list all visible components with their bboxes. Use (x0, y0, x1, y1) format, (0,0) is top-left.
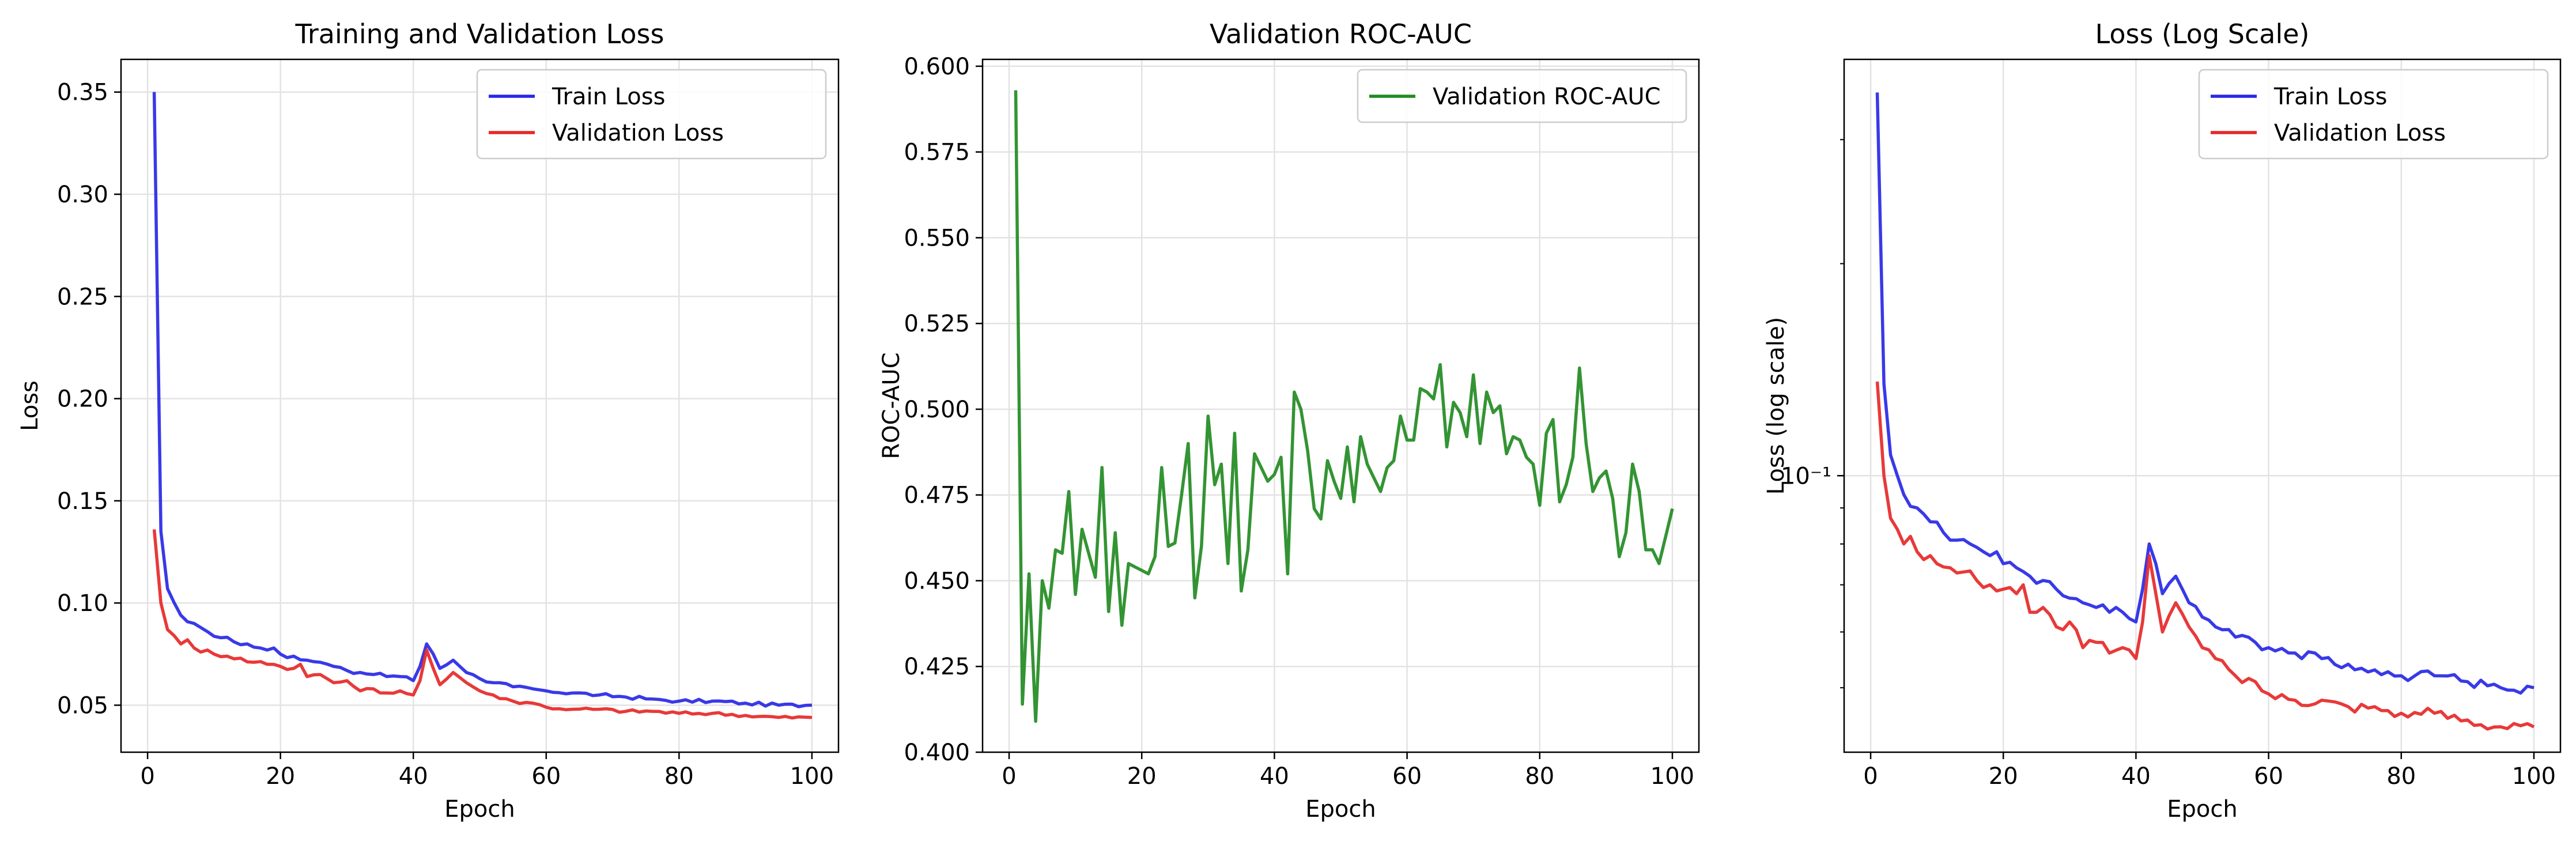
y-tick-label: 0.10 (57, 590, 108, 617)
x-tick-label: 0 (140, 763, 154, 790)
x-axis-label: Epoch (1305, 796, 1376, 823)
series-line-validation-loss (152, 529, 813, 720)
y-tick-label: 0.450 (904, 568, 970, 594)
x-tick-label: 20 (1989, 763, 2018, 790)
y-tick-label: 0.20 (57, 386, 108, 413)
axes-frame (1843, 58, 2562, 753)
x-axis-label: Epoch (444, 796, 515, 823)
x-axis-label: Epoch (2167, 796, 2237, 823)
x-tick-label: 60 (531, 763, 561, 790)
y-axis-label: Loss (log scale) (1763, 317, 1789, 495)
y-tick-label: 0.525 (904, 311, 970, 337)
legend: Train Loss Validation Loss (2198, 69, 2549, 160)
x-tick-label: 20 (1127, 763, 1157, 790)
chart-title: Validation ROC-AUC (1210, 18, 1472, 50)
legend: Train Loss Validation Loss (476, 69, 827, 160)
chart-panel-2: 0 20 40 60 80 100 0.400 0.425 0.450 0.475 0.500 0.5… (878, 18, 1700, 823)
chart-title: Loss (Log Scale) (2095, 18, 2310, 50)
x-tick-label: 60 (2254, 763, 2283, 790)
y-tick-label: 0.400 (904, 740, 970, 766)
x-tick-label: 0 (1863, 763, 1878, 790)
y-tick-label: 10⁻¹ (1781, 463, 1831, 489)
series-line-validation-roc-auc (1014, 90, 1674, 723)
legend-box (1357, 69, 1687, 123)
x-tick-label: 40 (1260, 763, 1289, 790)
legend-box (476, 69, 827, 160)
grid (121, 59, 838, 752)
x-tick-label: 100 (1650, 763, 1694, 790)
chart-title: Training and Validation Loss (295, 18, 664, 50)
chart-panel-1: 0 20 40 60 80 100 0.05 0.10 0.15 0.20 0.25 0.30 0.35… (17, 18, 840, 823)
y-tick-label: 0.15 (57, 488, 108, 515)
y-tick-label: 0.500 (904, 397, 970, 423)
series-line-train-loss (1875, 92, 2535, 695)
legend-label: Train Loss (2273, 84, 2387, 110)
x-tick-label: 60 (1392, 763, 1422, 790)
legend-label: Validation ROC-AUC (1433, 84, 1661, 110)
legend-label: Train Loss (552, 84, 665, 110)
legend-label: Validation Loss (552, 120, 724, 146)
y-tick-label: 0.550 (904, 225, 970, 251)
x-tick-label: 0 (1002, 763, 1016, 790)
axes-frame (120, 58, 840, 753)
x-tick-label: 100 (790, 763, 834, 790)
y-tick-label: 0.600 (904, 54, 970, 80)
y-tick-label: 0.575 (904, 139, 970, 166)
grid (983, 59, 1699, 753)
series-line-train-loss (152, 92, 812, 708)
series-line-validation-loss (1875, 381, 2535, 731)
grid (1844, 59, 2560, 752)
x-tick-label: 20 (266, 763, 295, 790)
axes-frame (981, 58, 1700, 753)
y-tick-label: 0.475 (904, 482, 970, 509)
x-tick-label: 80 (664, 763, 694, 790)
y-axis-label: Loss (17, 380, 43, 431)
y-tick-label: 0.30 (57, 182, 108, 208)
y-axis-label: ROC-AUC (878, 352, 905, 459)
x-tick-label: 80 (1525, 763, 1554, 790)
y-tick-label: 0.05 (57, 692, 108, 719)
y-tick-label: 0.25 (57, 284, 108, 310)
x-tick-label: 40 (399, 763, 428, 790)
legend-label: Validation Loss (2274, 120, 2446, 146)
legend-box (2198, 69, 2549, 160)
x-tick-label: 100 (2512, 763, 2556, 790)
y-tick-label: 0.35 (57, 80, 108, 106)
x-tick-label: 40 (2121, 763, 2151, 790)
y-tick-label: 0.425 (904, 654, 970, 680)
chart-panel-3: 0 20 40 60 80 100 10⁻¹ Loss (Log Scale) Epoch Los… (1763, 18, 2562, 823)
legend: Validation ROC-AUC (1357, 69, 1687, 123)
x-tick-label: 80 (2386, 763, 2416, 790)
